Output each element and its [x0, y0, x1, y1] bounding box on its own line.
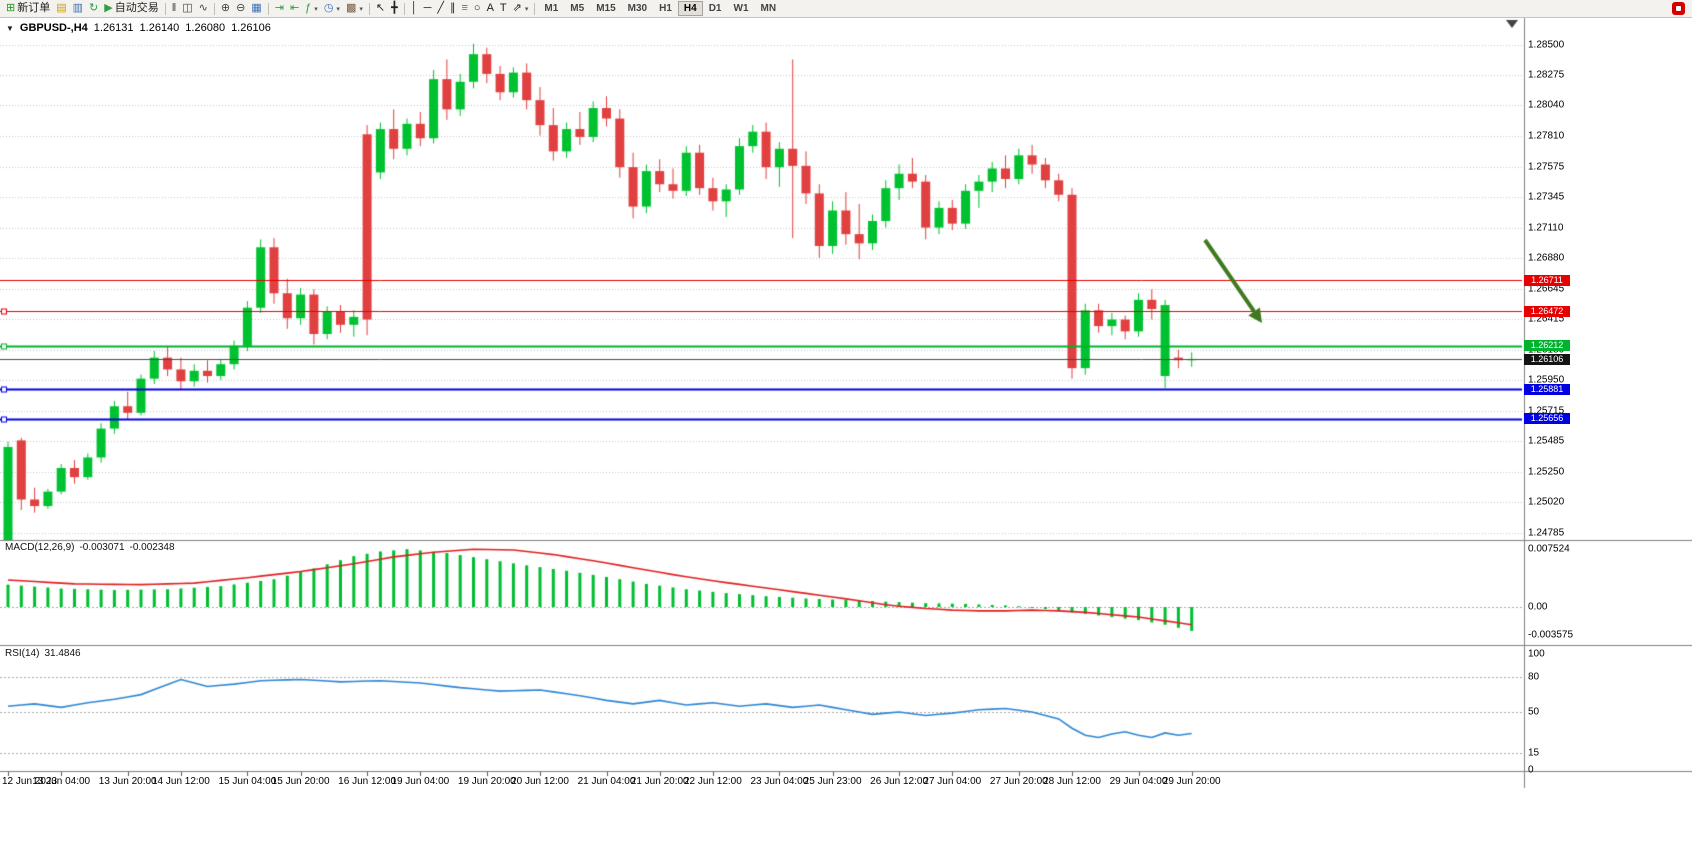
text-icon: A	[486, 2, 494, 14]
text-button[interactable]: A	[484, 1, 497, 16]
zoom-out-icon: ⊖	[236, 2, 246, 14]
toolbar-separator	[164, 2, 166, 15]
auto-scroll-icon: ⇥	[274, 2, 284, 14]
equidistant-channel-button[interactable]: ∥	[447, 1, 459, 16]
refresh-icon: ↻	[89, 2, 99, 14]
indicators-button[interactable]: ƒ ▾	[302, 1, 321, 16]
trendline-icon: ╱	[437, 2, 444, 14]
toolbar-separator	[403, 2, 405, 15]
auto-scroll-button[interactable]: ⇥	[272, 1, 287, 16]
timeframe-mn-button[interactable]: MN	[760, 3, 777, 14]
arrows-dropdown-icon[interactable]: ▾	[524, 5, 529, 13]
market-watch-button[interactable]: ▤	[53, 1, 69, 16]
new-order-label: 新订单	[17, 2, 51, 14]
horizontal-line-icon: ─	[423, 2, 432, 14]
timeframe-m30-button[interactable]: M30	[627, 3, 648, 14]
trendline-button[interactable]: ╱	[434, 1, 447, 16]
equidistant-channel-icon: ∥	[450, 2, 456, 14]
periods-button[interactable]: ◷ ▾	[321, 1, 343, 16]
toolbar-separator	[534, 2, 536, 15]
templates-button[interactable]: ▩ ▾	[343, 1, 366, 16]
chart-shift-icon: ⇤	[289, 2, 300, 14]
navigator-button[interactable]: ▥	[70, 1, 86, 16]
timeframe-h1-button[interactable]: H1	[659, 3, 672, 14]
bar-chart-icon: ‖	[171, 2, 177, 14]
indicators-dropdown-icon[interactable]: ▾	[314, 5, 318, 13]
timeframe-m5-button[interactable]: M5	[570, 3, 585, 14]
candlestick-chart-button[interactable]: ◫	[179, 1, 195, 16]
zoom-in-icon: ⊕	[220, 2, 231, 14]
periods-icon: ◷	[323, 2, 334, 14]
autotrading-icon: ▶	[104, 2, 113, 14]
timeframe-m15-button[interactable]: M15	[596, 3, 616, 14]
timeframe-m1-button[interactable]: M1	[544, 3, 559, 14]
toolbar-separator	[213, 2, 215, 15]
text-label-icon: T	[499, 2, 507, 14]
main-toolbar: ⊞ 新订单 ▤ ▥ ↻ ▶ 自动交易 ‖ ◫ ∿ ⊕ ⊖ ▦ ⇥ ⇤ ƒ ▾ ◷ ▾ ▩ ▾ ↖ ╋ │ ─ ╱ ∥ ≡ ○ A T ⇗ ▾ M…	[0, 0, 1692, 18]
text-label-button[interactable]: T	[497, 1, 510, 16]
refresh-button[interactable]: ↻	[86, 1, 101, 16]
navigator-icon: ▥	[72, 2, 84, 14]
toolbar-buttons-group: ⊞ 新订单 ▤ ▥ ↻ ▶ 自动交易 ‖ ◫ ∿ ⊕ ⊖ ▦ ⇥ ⇤ ƒ ▾ ◷ ▾ ▩ ▾ ↖ ╋ │ ─ ╱ ∥ ≡ ○ A T ⇗ ▾	[3, 1, 538, 16]
chart-shift-button[interactable]: ⇤	[287, 1, 302, 16]
periods-dropdown-icon[interactable]: ▾	[336, 5, 340, 13]
arrows-icon: ⇗	[512, 2, 522, 14]
autotrading-label: 自动交易	[114, 2, 159, 14]
templates-icon: ▩	[345, 2, 357, 14]
tile-windows-button[interactable]: ▦	[248, 1, 264, 16]
vertical-line-icon: │	[410, 2, 418, 14]
indicators-icon: ƒ	[305, 2, 312, 14]
line-chart-icon: ∿	[198, 2, 208, 14]
arrows-button[interactable]: ⇗ ▾	[510, 1, 532, 16]
crosshair-button[interactable]: ╋	[388, 1, 401, 16]
horizontal-line-button[interactable]: ─	[421, 1, 435, 16]
bar-chart-button[interactable]: ‖	[169, 1, 180, 16]
toolbar-separator	[267, 2, 269, 15]
fibonacci-button[interactable]: ≡	[459, 1, 471, 16]
new-order-button[interactable]: ⊞ 新订单	[3, 1, 53, 16]
toolbar-separator	[368, 2, 370, 15]
cursor-icon: ↖	[375, 2, 386, 14]
candlestick-chart-icon: ◫	[182, 2, 193, 14]
tile-windows-icon: ▦	[251, 2, 262, 14]
cursor-button[interactable]: ↖	[373, 1, 388, 16]
zoom-in-button[interactable]: ⊕	[218, 1, 233, 16]
timeframe-toolbar: M1 M5 M15 M30 H1 H4 D1 W1 MN	[538, 1, 782, 16]
shapes-button[interactable]: ○	[471, 1, 484, 16]
timeframe-w1-button[interactable]: W1	[733, 3, 749, 14]
fibonacci-icon: ≡	[461, 2, 468, 14]
shapes-icon: ○	[473, 2, 481, 14]
timeframe-d1-button[interactable]: D1	[708, 3, 722, 14]
line-chart-button[interactable]: ∿	[196, 1, 211, 16]
crosshair-icon: ╋	[391, 2, 398, 14]
templates-dropdown-icon[interactable]: ▾	[359, 5, 363, 13]
zoom-out-button[interactable]: ⊖	[233, 1, 248, 16]
vertical-line-button[interactable]: │	[408, 1, 421, 16]
notification-icon[interactable]	[1672, 2, 1685, 15]
market-watch-icon: ▤	[56, 2, 67, 14]
new-order-icon: ⊞	[6, 2, 16, 14]
autotrading-button[interactable]: ▶ 自动交易	[101, 1, 161, 16]
timeframe-h4-button[interactable]: H4	[677, 1, 703, 16]
